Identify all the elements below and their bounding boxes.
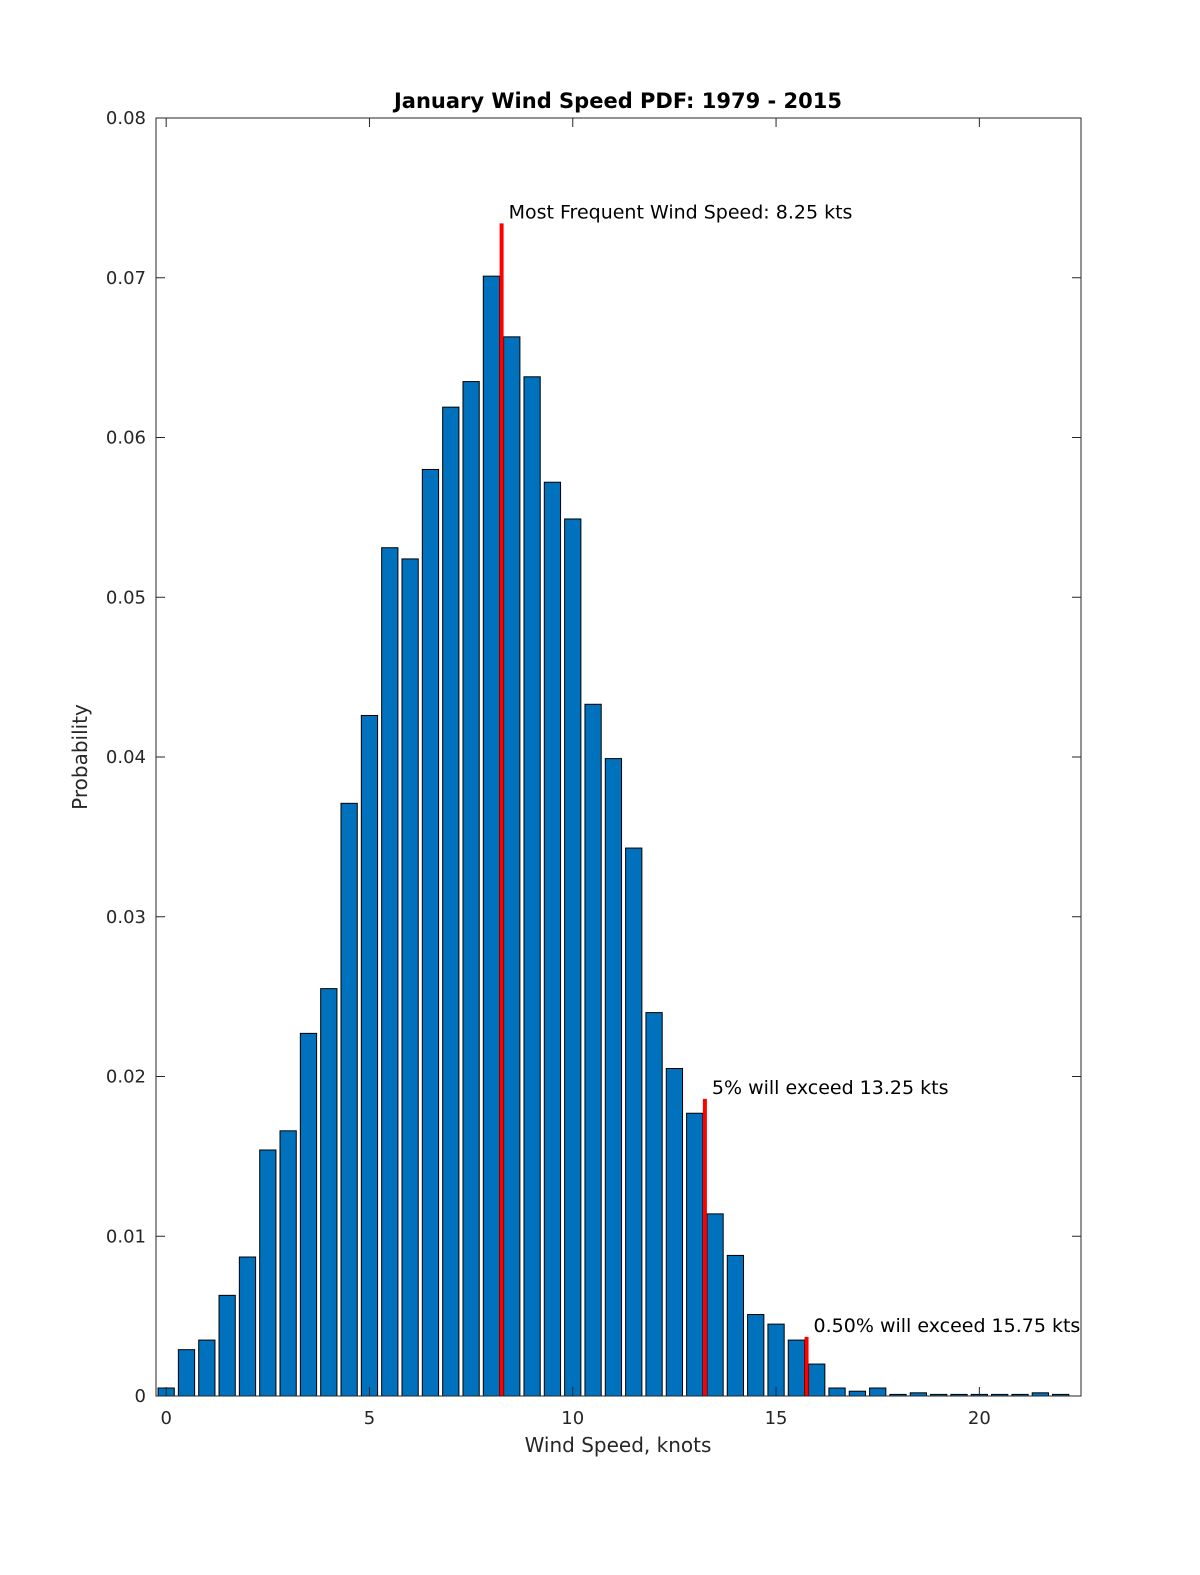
bar — [686, 1112, 704, 1397]
bar — [584, 703, 602, 1397]
y-tick-label: 0.08 — [106, 108, 146, 129]
x-tick-label: 5 — [364, 1408, 375, 1429]
y-tick-label: 0.02 — [106, 1067, 146, 1088]
bar — [401, 558, 419, 1397]
bar — [421, 468, 440, 1397]
bar — [299, 1032, 318, 1397]
bar — [503, 336, 521, 1397]
bar — [808, 1363, 826, 1397]
axis-ticks: 0 5 10 15 20 0 0.01 0.02 0.03 0.04 0.05 0.06 0.07 0.0… — [106, 108, 1081, 1429]
bar — [360, 714, 379, 1397]
bar — [482, 275, 501, 1397]
marker-annotation: 5% will exceed 13.25 kts — [712, 1077, 949, 1099]
bar — [747, 1314, 765, 1397]
bar — [543, 481, 562, 1397]
x-tick-label: 0 — [160, 1408, 171, 1429]
bar — [665, 1068, 684, 1397]
bar — [625, 847, 643, 1397]
bar — [869, 1387, 887, 1397]
bar-series — [157, 275, 1070, 1397]
bar — [177, 1349, 196, 1397]
bar — [442, 406, 460, 1397]
chart-title: January Wind Speed PDF: 1979 - 2015 — [392, 89, 842, 113]
bar — [279, 1130, 297, 1397]
bar — [320, 988, 338, 1397]
bar — [238, 1256, 257, 1397]
y-tick-label: 0.04 — [106, 747, 146, 768]
bar — [726, 1254, 745, 1397]
bar — [604, 758, 623, 1397]
bar — [198, 1339, 216, 1397]
y-tick-label: 0.05 — [106, 587, 146, 608]
bar — [564, 518, 582, 1397]
bar — [381, 547, 399, 1397]
bar — [218, 1294, 236, 1397]
y-tick-label: 0.03 — [106, 907, 146, 928]
bar — [848, 1390, 867, 1397]
bar — [828, 1387, 846, 1397]
bar — [645, 1012, 663, 1397]
y-tick-label: 0.01 — [106, 1226, 146, 1247]
annotations: Most Frequent Wind Speed: 8.25 kts 5% wil… — [509, 201, 1081, 1336]
x-axis-label: Wind Speed, knots — [525, 1433, 712, 1457]
marker-lines — [499, 223, 809, 1396]
bar — [706, 1213, 724, 1397]
y-tick-label: 0.06 — [106, 428, 146, 449]
y-axis-label: Probability — [68, 704, 92, 810]
x-tick-label: 15 — [765, 1408, 788, 1429]
marker-annotation: 0.50% will exceed 15.75 kts — [814, 1315, 1081, 1337]
y-tick-label: 0.07 — [106, 268, 146, 289]
bar — [767, 1323, 785, 1397]
bar — [523, 376, 541, 1397]
bar — [259, 1149, 277, 1397]
bar — [787, 1339, 806, 1397]
y-tick-label: 0 — [135, 1386, 146, 1407]
marker-annotation: Most Frequent Wind Speed: 8.25 kts — [509, 201, 853, 223]
bar — [462, 381, 480, 1397]
x-tick-label: 20 — [968, 1408, 991, 1429]
bar — [340, 802, 358, 1397]
x-tick-label: 10 — [561, 1408, 584, 1429]
